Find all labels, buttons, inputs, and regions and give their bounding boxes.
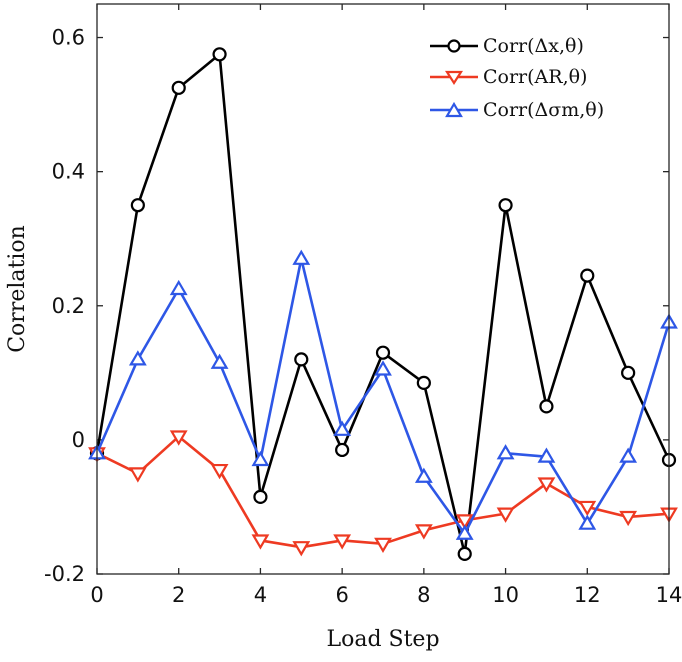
y-tick-label: 0 [72,428,85,452]
data-point [210,463,229,480]
data-point [169,279,188,296]
x-axis-label: Load Step [326,627,439,652]
x-tick-label: 2 [172,583,185,607]
data-point [455,524,474,540]
data-point [171,80,186,95]
legend: Corr(Δx,θ) Corr(AR,θ) Corr(Δσm,θ) [418,24,654,134]
data-point [578,514,597,530]
x-tick-label: 4 [254,583,267,607]
x-tick-label: 14 [656,583,682,607]
y-tick-label: 0.4 [52,160,85,184]
data-point [333,534,352,550]
y-tick-label: 0.6 [52,26,85,50]
data-point [619,447,638,463]
legend-marker-corr-dx [447,39,461,53]
data-point [498,198,513,213]
data-point [496,507,515,523]
data-point [537,477,556,493]
legend-marker-corr-ar [444,70,464,86]
data-point [455,514,474,530]
x-tick-label: 8 [417,583,430,607]
x-tick-label: 10 [492,583,519,607]
data-point [212,47,227,62]
data-point [457,546,472,561]
axis-ticks: 0 2 4 6 8 10 12 14-0.200.20.40.6 [44,4,682,607]
data-point [537,447,556,463]
data-point [128,467,147,483]
data-point [292,541,311,557]
data-point [414,467,433,483]
data-point [619,510,638,527]
legend-label-corr-dx: Corr(Δx,θ) [483,35,584,57]
series-corr-dsigma [88,249,678,540]
plot-frame [96,3,670,575]
x-tick-label: 12 [574,583,601,607]
series-line-corr-ar [96,435,670,549]
data-point [251,534,270,550]
series-corr-ar [88,430,678,557]
data-point [496,444,515,460]
series-layer [88,47,678,561]
data-point [253,489,268,504]
data-point [375,345,391,360]
data-point [374,360,392,376]
data-point [333,420,352,436]
data-point [130,198,145,213]
data-point [416,375,431,390]
y-tick-label: -0.2 [44,562,85,586]
data-point [374,537,392,554]
legend-label-corr-ar: Corr(AR,θ) [483,66,587,88]
legend-marker-corr-dsigma [445,101,463,118]
data-point [169,430,188,446]
data-point [578,500,597,517]
data-point [621,365,636,380]
legend-label-corr-dsigma: Corr(Δσm,θ) [483,99,604,121]
data-point [128,350,147,366]
data-point [251,450,270,467]
series-line-corr-dsigma [95,257,671,536]
data-point [414,524,433,540]
x-tick-label: 0 [90,583,103,607]
data-point [292,249,311,265]
data-point [580,268,595,283]
y-axis-label: Correlation [5,225,30,353]
series-corr-dx [89,47,677,561]
data-point [294,352,309,367]
data-point [210,353,229,369]
data-point [335,442,350,458]
x-tick-label: 6 [335,583,348,607]
y-tick-label: 0.2 [52,294,85,318]
data-point [539,399,554,414]
